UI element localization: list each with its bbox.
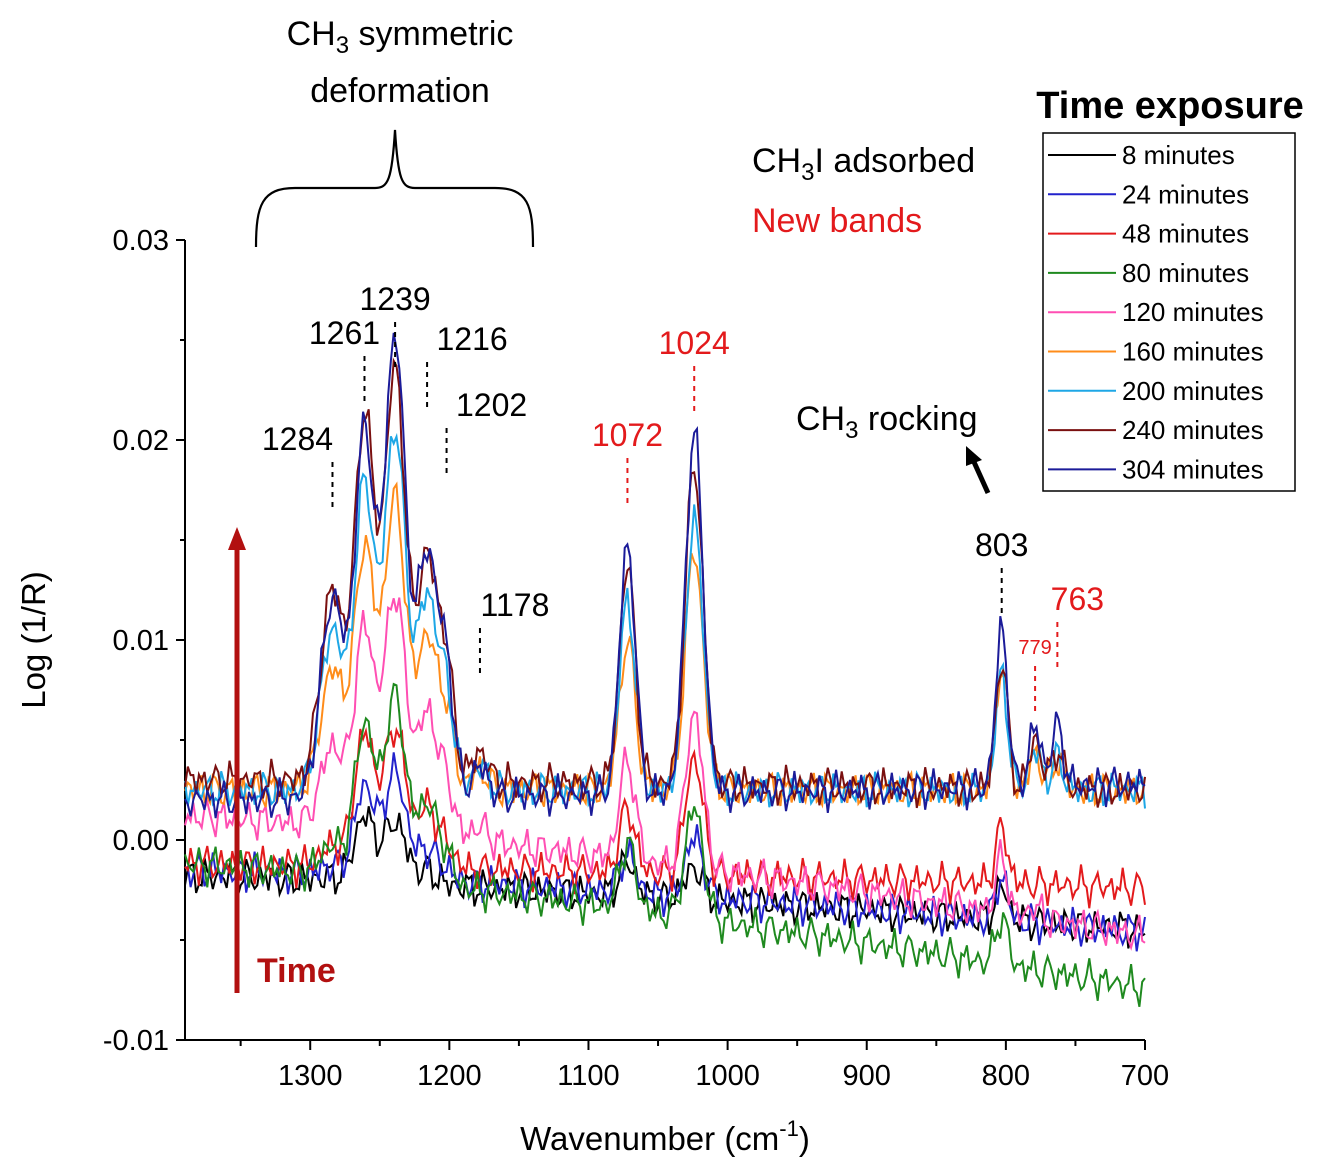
peak-label: 1202 <box>456 387 527 423</box>
group-bracket <box>254 129 535 248</box>
rocking-sub: 3 <box>845 417 858 444</box>
adsorbed-ch: CH <box>752 142 801 180</box>
y-tick-label: 0.01 <box>113 625 169 657</box>
group-title-rest: symmetric <box>349 15 513 53</box>
rocking-rest: rocking <box>858 400 977 438</box>
x-tick-label: 1300 <box>278 1060 343 1092</box>
legend-label: 24 minutes <box>1122 179 1249 209</box>
x-tick-label: 900 <box>843 1060 891 1092</box>
x-tick-label: 800 <box>982 1060 1030 1092</box>
new-bands-label: New bands <box>752 202 922 240</box>
legend-label: 48 minutes <box>1122 219 1249 249</box>
peak-label: 1072 <box>592 417 663 453</box>
series-line <box>184 726 1146 909</box>
x-ticks: 1300 1200 1100 1000 900 800 700 <box>239 1040 1169 1092</box>
time-arrow-head <box>228 527 246 550</box>
legend-label: 8 minutes <box>1122 140 1235 170</box>
legend-title: Time exposure <box>1036 85 1304 127</box>
legend-entries: 8 minutes 24 minutes 48 minutes 80 minutes 1… <box>1048 140 1264 484</box>
group-title-sub: 3 <box>336 32 349 59</box>
x-axis-title-main: Wavenumber (cm <box>520 1120 779 1157</box>
series-lines <box>184 332 1146 1007</box>
rocking-arrow-head <box>966 446 982 466</box>
x-tick-label: 700 <box>1121 1060 1169 1092</box>
legend-label: 240 minutes <box>1122 415 1264 445</box>
peak-label: 763 <box>1051 581 1104 617</box>
peak-label: 1024 <box>659 325 730 361</box>
rocking-label: CH3 rocking <box>796 400 978 444</box>
x-tick-label: 1000 <box>695 1060 760 1092</box>
y-ticks: -0.01 0.00 0.01 0.02 0.03 <box>103 225 185 1057</box>
x-tick-label: 1100 <box>557 1060 619 1092</box>
rocking-arrow-shaft <box>971 460 991 495</box>
x-axis-title-sup: -1 <box>779 1116 799 1141</box>
series-line <box>184 597 1146 951</box>
series-line <box>184 682 1146 1007</box>
y-axis-title: Log (1/R) <box>15 571 52 709</box>
group-title-line2: deformation <box>310 72 490 110</box>
legend-label: 80 minutes <box>1122 258 1249 288</box>
series-line <box>184 752 1146 952</box>
rocking-ch: CH <box>796 400 845 438</box>
y-tick-label: -0.01 <box>103 1025 169 1057</box>
peak-label: 1239 <box>359 281 430 317</box>
series-line <box>184 332 1146 819</box>
group-title-line1: CH3 symmetric <box>287 15 514 59</box>
y-tick-label: 0.02 <box>113 425 169 457</box>
peak-label: 1261 <box>309 315 380 351</box>
legend-label: 304 minutes <box>1122 454 1264 484</box>
peak-label: 1284 <box>262 421 333 457</box>
peak-label: 779 <box>1018 637 1051 659</box>
x-axis-title: Wavenumber (cm-1) <box>520 1116 810 1157</box>
adsorbed-rest: I adsorbed <box>814 142 975 180</box>
x-tick-label: 1200 <box>417 1060 482 1092</box>
y-tick-label: 0.03 <box>113 225 169 257</box>
time-arrow-label: Time <box>257 952 336 990</box>
y-tick-label: 0.00 <box>113 825 169 857</box>
adsorbed-label: CH3I adsorbed <box>752 142 975 186</box>
legend-label: 160 minutes <box>1122 337 1264 367</box>
group-title-ch: CH <box>287 15 336 53</box>
adsorbed-sub: 3 <box>801 159 814 186</box>
series-line <box>184 806 1146 949</box>
peak-label: 803 <box>975 527 1028 563</box>
legend-label: 200 minutes <box>1122 376 1264 406</box>
legend-label: 120 minutes <box>1122 297 1264 327</box>
x-axis-title-end: ) <box>799 1120 810 1157</box>
peak-label: 1178 <box>481 587 550 623</box>
peak-markers <box>331 322 1059 714</box>
peak-label: 1216 <box>436 321 507 357</box>
